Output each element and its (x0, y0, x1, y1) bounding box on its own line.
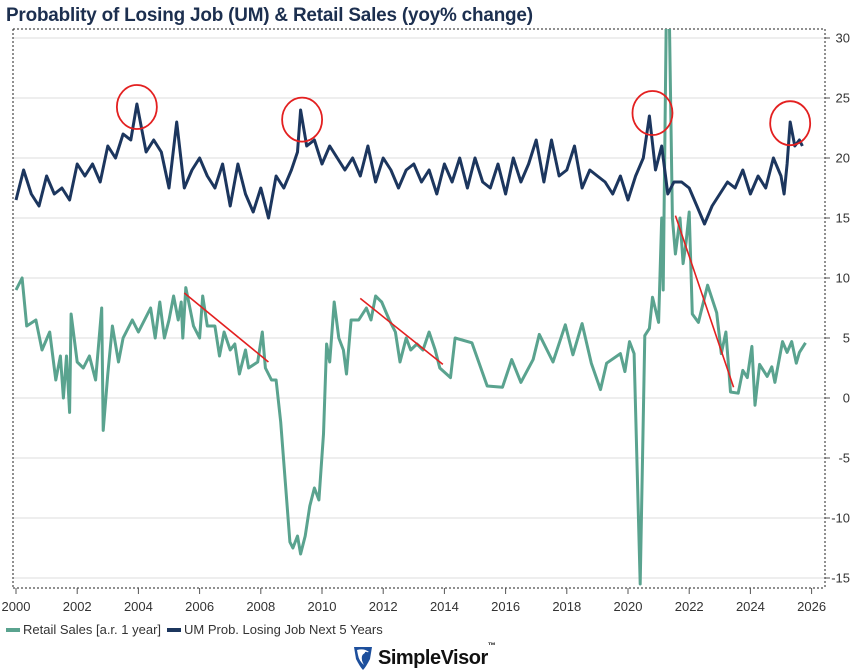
x-tick-label: 2014 (430, 599, 459, 614)
legend-item-retail-sales[interactable]: Retail Sales [a.r. 1 year] (6, 622, 161, 637)
highlight-circle-annotation (631, 90, 674, 136)
x-tick-label: 2020 (614, 599, 643, 614)
highlight-circle-annotation (769, 100, 812, 147)
x-tick-label: 2026 (797, 599, 826, 614)
chart-title: Probablity of Losing Job (UM) & Retail S… (6, 4, 533, 26)
eagle-shield-icon (354, 647, 372, 670)
legend: Retail Sales [a.r. 1 year] UM Prob. Losi… (6, 622, 389, 637)
y-axis: 30 25 20 15 10 5 0 -5 -10 -15 (825, 31, 850, 586)
x-tick-label: 2012 (369, 599, 398, 614)
annotations (115, 84, 812, 388)
x-tick-label: 2018 (552, 599, 581, 614)
highlight-circle-annotation (115, 84, 158, 130)
x-tick-label: 2000 (2, 599, 31, 614)
y-tick-label: 20 (836, 151, 850, 166)
x-tick-label: 2002 (63, 599, 92, 614)
logo-text: SimpleVisor™ (378, 641, 496, 670)
legend-label: UM Prob. Losing Job Next 5 Years (184, 622, 383, 637)
trend-line-annotation (359, 297, 444, 366)
y-tick-label: 25 (836, 91, 850, 106)
x-axis: 2000 2002 2004 2006 2008 2010 2012 2014 2016 2018… (2, 588, 826, 614)
legend-label: Retail Sales [a.r. 1 year] (23, 622, 162, 637)
y-tick-label: 5 (843, 331, 850, 346)
trend-line-annotation (674, 215, 735, 388)
y-tick-label: 10 (836, 271, 850, 286)
highlight-circle-annotation (281, 96, 324, 143)
x-tick-label: 2016 (491, 599, 520, 614)
legend-item-um-prob[interactable]: UM Prob. Losing Job Next 5 Years (167, 622, 383, 637)
series-line-retail-sales (14, 29, 807, 586)
trademark: ™ (487, 640, 496, 650)
logo-wordmark: SimpleVisor (378, 646, 488, 669)
x-tick-label: 2010 (308, 599, 337, 614)
legend-swatch (167, 627, 182, 632)
x-tick-label: 2008 (246, 599, 275, 614)
series-group (14, 29, 807, 586)
y-tick-label: 30 (836, 31, 850, 46)
simplevisor-logo: SimpleVisor™ (352, 641, 496, 671)
y-tick-label: 15 (836, 211, 850, 226)
x-tick-label: 2004 (124, 599, 153, 614)
y-tick-label: -10 (831, 511, 850, 526)
x-tick-label: 2024 (736, 599, 765, 614)
series-line-um-prob-losing-job (14, 102, 804, 226)
trend-line-annotation (183, 292, 269, 363)
y-tick-label: -5 (838, 451, 850, 466)
y-tick-label: -15 (831, 571, 850, 586)
x-tick-label: 2006 (185, 599, 214, 614)
legend-swatch (6, 627, 20, 632)
x-tick-label: 2022 (675, 599, 704, 614)
y-tick-label: 0 (843, 391, 850, 406)
